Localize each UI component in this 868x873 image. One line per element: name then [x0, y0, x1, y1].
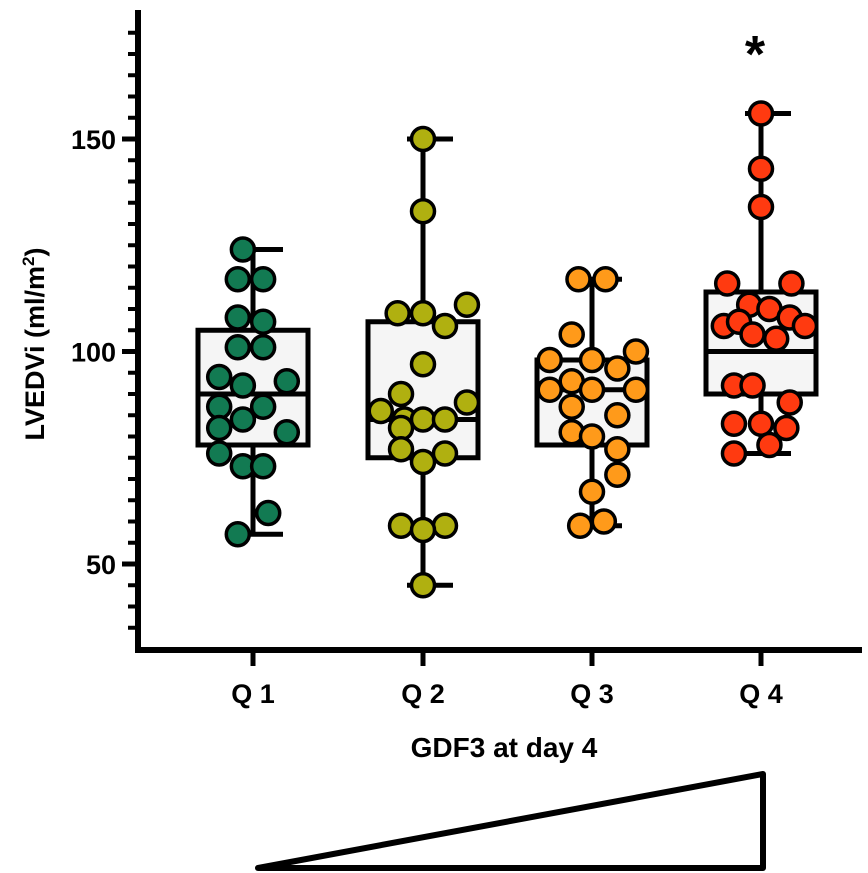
y-axis-title-sup: 2 [19, 256, 38, 265]
data-point [409, 300, 437, 327]
data-point [387, 380, 415, 408]
data-point [205, 363, 233, 391]
x-tick-label: Q 3 [570, 679, 614, 709]
data-point [229, 406, 257, 433]
y-axis-title: LVEDVi (ml/m2) [19, 247, 50, 440]
data-point [558, 321, 585, 348]
x-tick-label: Q 4 [739, 679, 783, 709]
data-point [205, 414, 233, 442]
data-point [273, 368, 301, 395]
y-tick-label: 100 [71, 338, 116, 368]
data-point [409, 125, 437, 153]
data-point [604, 355, 631, 382]
data-point [224, 521, 252, 548]
data-point [249, 393, 277, 420]
data-point [578, 346, 606, 374]
data-point [604, 402, 631, 429]
data-point [453, 389, 481, 416]
data-point [778, 270, 805, 297]
data-point [249, 266, 277, 293]
data-point [224, 304, 252, 331]
data-point [249, 334, 277, 361]
data-point [720, 410, 748, 437]
data-point [590, 508, 618, 535]
data-point [739, 372, 766, 399]
data-point [720, 440, 748, 467]
data-point [431, 312, 459, 340]
data-points [205, 100, 819, 599]
y-tick-label: 50 [86, 550, 116, 580]
data-point [762, 325, 790, 352]
box-plots [195, 111, 819, 588]
data-point [622, 338, 650, 365]
x-tick-label: Q 2 [401, 679, 445, 709]
data-point [409, 572, 437, 599]
axes: 50 100 150 Q 1 Q 2 Q 3 Q 4 [71, 10, 862, 709]
box-iqr [365, 319, 481, 461]
data-point [776, 389, 803, 416]
data-point [409, 351, 437, 378]
data-point [747, 155, 775, 182]
data-point [566, 512, 594, 539]
data-point [604, 461, 631, 488]
data-point [536, 346, 563, 374]
data-point [578, 376, 606, 403]
significance-marker: * [745, 26, 766, 84]
data-point [387, 512, 415, 539]
x-axis-title: GDF3 at day 4 [411, 732, 598, 763]
data-point [565, 266, 592, 293]
data-point [409, 198, 437, 225]
data-point [578, 423, 606, 450]
data-point [773, 414, 800, 442]
data-point [224, 266, 252, 293]
data-point [367, 397, 394, 425]
increasing-level-triangle [255, 771, 766, 871]
data-point [578, 478, 606, 505]
data-point [205, 440, 233, 467]
data-point [387, 436, 415, 463]
data-point [229, 372, 257, 399]
data-point [229, 236, 257, 263]
data-point [431, 512, 459, 539]
data-point [249, 308, 277, 335]
data-point [592, 266, 619, 293]
data-point [453, 291, 481, 318]
data-point [409, 406, 437, 433]
data-point [791, 312, 819, 340]
data-point [536, 376, 563, 403]
data-point [747, 193, 775, 221]
data-point [739, 321, 766, 348]
data-point [224, 334, 252, 361]
data-point [622, 376, 650, 403]
data-point [604, 436, 631, 463]
data-point [409, 516, 437, 544]
data-point [431, 440, 459, 467]
data-point [409, 448, 437, 476]
data-point [273, 419, 301, 446]
y-axis-title-end: ) [20, 247, 50, 256]
y-tick-label: 150 [71, 125, 116, 155]
data-point [431, 406, 459, 433]
data-point [249, 453, 277, 480]
x-tick-label: Q 1 [231, 679, 275, 709]
data-point [747, 100, 775, 127]
data-point [558, 393, 585, 420]
y-axis-title-main: LVEDVi (ml/m [20, 266, 50, 441]
data-point [713, 270, 741, 297]
data-point [756, 431, 783, 459]
data-point [254, 499, 282, 527]
data-point [384, 300, 411, 327]
